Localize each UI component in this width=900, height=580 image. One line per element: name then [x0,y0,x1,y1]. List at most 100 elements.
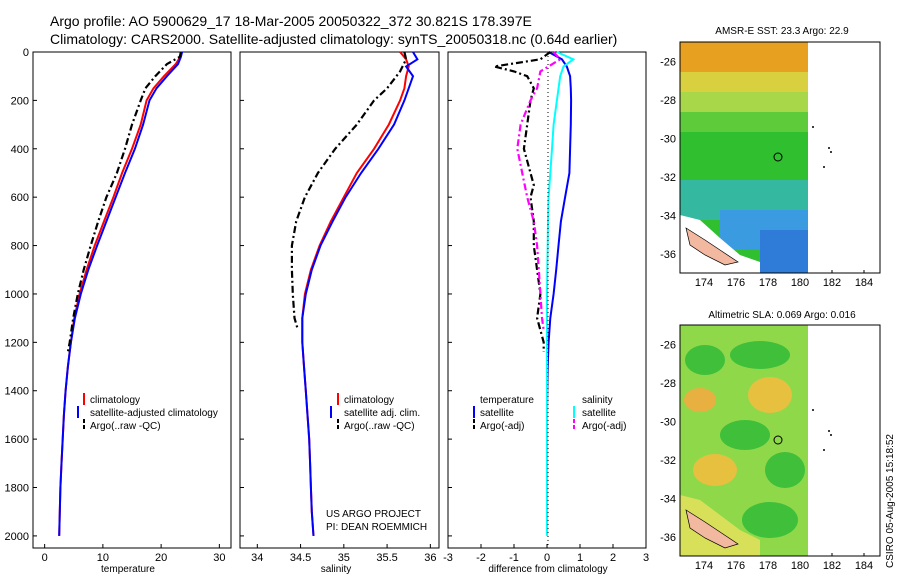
legend-label-climatology: climatology [344,395,394,406]
salinity-axes [239,51,440,549]
difference-xlabel: difference from climatology [488,564,607,575]
salinity-legend: climatology satellite adj. clim. Argo(..… [330,393,420,432]
salinity-xtick-label: 35.5 [376,552,397,564]
island-dot [828,147,830,149]
figure-title-line1: Argo profile: AO 5900629_17 18-Mar-2005 … [50,13,532,29]
legend-label-argo: Argo(..raw -QC) [344,421,415,432]
salinity-xtick-label: 34 [251,552,263,564]
difference-xtick-label: 3 [643,552,649,564]
legend-label-temp-satellite: satellite [480,408,514,419]
depth-tick-label: 1000 [5,289,29,301]
sst_map-lat-label: -32 [660,172,676,184]
depth-tick-label: 2000 [5,531,29,543]
difference-series-salinity-argo-adj- [516,51,562,331]
temperature-xtick-label: 20 [155,552,167,564]
credit-line-1: US ARGO PROJECT [326,509,421,520]
difference-series-temperature-satellite [546,51,573,464]
sla-argo-location-marker [773,435,783,445]
depth-tick-label: 1200 [5,337,29,349]
sst_map-lat-label: -26 [660,56,676,68]
legend-label-temp-argo: Argo(-adj) [480,421,524,432]
difference-xtick-label: 1 [577,552,583,564]
sla_map-lat-label: -30 [660,416,676,428]
tick-layer: 0 10 20 30020040060080010001200140016001800… [5,47,874,572]
temperature-xtick-label: 30 [213,552,225,564]
sst_map-lon-label: 184 [855,277,873,289]
difference-legend: temperature satellite Argo(-adj) salinit… [473,395,626,432]
sst_map-lon-label: 180 [791,277,809,289]
legend-label-sal-satellite: satellite [582,408,616,419]
difference-series-salinity-satellite [546,51,576,536]
depth-tick-label: 800 [11,241,29,253]
figure-title-line2: Climatology: CARS2000. Satellite-adjuste… [50,31,617,47]
sla_map-lon-label: 180 [791,560,809,572]
salinity-series-satellite-adj-clim- [301,51,419,536]
credit-line-2: PI: DEAN ROEMMICH [326,522,427,533]
difference-xtick-label: -3 [443,552,453,564]
temperature-xtick-label: 0 [42,552,48,564]
sla_map-lon-label: 178 [759,560,777,572]
legend-label-satellite: satellite-adjusted climatology [90,408,218,419]
temperature-xlabel: temperature [101,564,155,575]
sst_map-lon-label: 178 [759,277,777,289]
island-dot [812,126,814,128]
salinity-series-argo-raw-qc- [290,51,408,331]
sla_map-lat-label: -26 [660,339,676,351]
legend-label-argo: Argo(..raw -QC) [90,421,161,432]
sst_map-lat-label: -30 [660,133,676,145]
sla-map-axes [679,324,881,557]
legend-title-temperature: temperature [480,395,534,406]
sla_map-lat-label: -28 [660,378,676,390]
sst_map-lat-label: -34 [660,210,676,222]
salinity-xtick-label: 34.5 [290,552,311,564]
difference-xtick-label: 0 [544,552,550,564]
sla_map-lon-label: 182 [823,560,841,572]
island-dot [828,430,830,432]
sst_map-lon-label: 176 [727,277,745,289]
sst_map-lat-label: -36 [660,249,676,261]
sst-map-axes [679,41,881,274]
temperature-series-climatology [58,51,183,536]
depth-tick-label: 600 [11,192,29,204]
sla-map-title: Altimetric SLA: 0.069 Argo: 0.016 [708,310,856,321]
sst_map-lon-label: 174 [695,277,713,289]
legend-label-satellite: satellite adj. clim. [344,408,420,419]
island-dot [830,434,832,436]
sla-heatmap [680,325,808,556]
sst_map-lon-label: 182 [823,277,841,289]
salinity-xtick-label: 35 [338,552,350,564]
temperature-series-argo-raw-qc- [66,51,182,353]
difference-xtick-label: 2 [610,552,616,564]
legend-label-climatology: climatology [90,395,140,406]
sla_map-lat-label: -34 [660,493,676,505]
island-dot [830,151,832,153]
temperature-legend: climatology satellite-adjusted climatolo… [77,393,218,432]
sst-argo-location-marker [773,152,783,162]
salinity-xtick-label: 36 [424,552,436,564]
sst_map-lat-label: -28 [660,95,676,107]
difference-xtick-label: -1 [509,552,519,564]
temperature-series-satellite-adjusted-climatology [58,51,184,536]
temperature-axes [32,51,232,549]
sla_map-lon-label: 184 [855,560,873,572]
island-dot [823,449,825,451]
legend-title-salinity: salinity [582,395,613,406]
legend-label-sal-argo: Argo(-adj) [582,421,626,432]
island-dot [823,166,825,168]
sst-heatmap [680,42,808,273]
depth-tick-label: 1600 [5,434,29,446]
depth-tick-label: 200 [11,95,29,107]
depth-tick-label: 0 [23,47,29,59]
sla_map-lon-label: 174 [695,560,713,572]
depth-tick-label: 400 [11,144,29,156]
sla_map-lon-label: 176 [727,560,745,572]
depth-tick-label: 1400 [5,386,29,398]
sla_map-lat-label: -36 [660,532,676,544]
island-dot [812,409,814,411]
temperature-xtick-label: 10 [97,552,109,564]
sst-map-title: AMSR-E SST: 23.3 Argo: 22.9 [715,26,849,37]
difference-xtick-label: -2 [476,552,486,564]
difference-series-temperature-argo-adj- [493,51,551,352]
salinity-xlabel: salinity [321,564,352,575]
